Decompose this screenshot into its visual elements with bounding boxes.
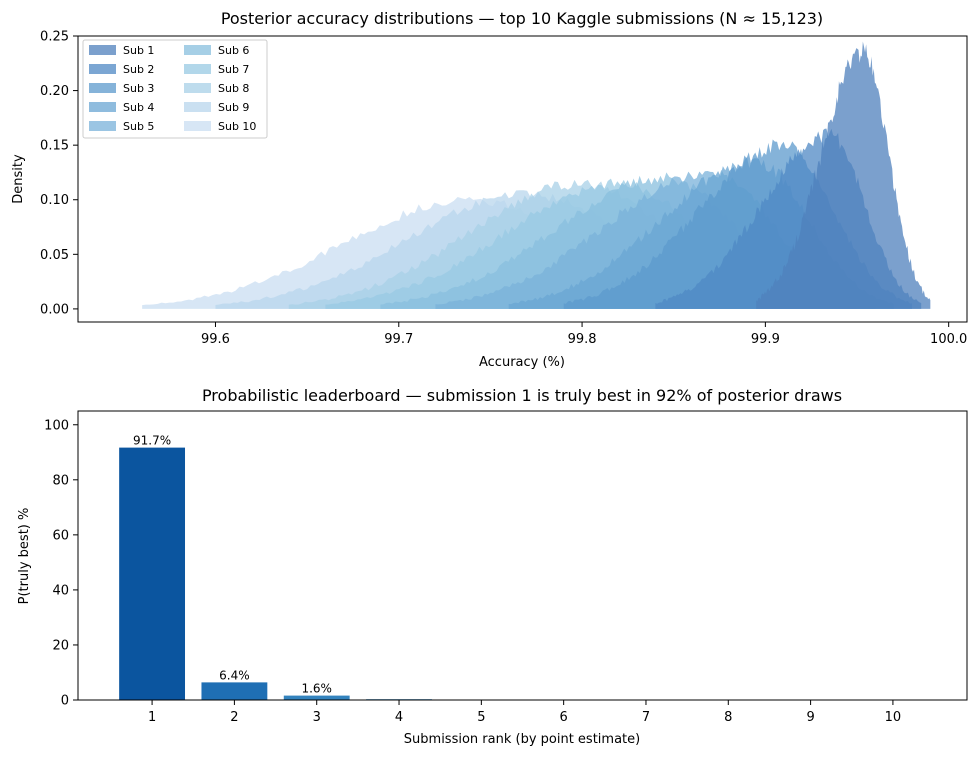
legend-swatch-sub-3 <box>89 83 116 93</box>
leaderboard-chart: Probabilistic leaderboard — submission 1… <box>17 386 968 747</box>
legend-swatch-sub-5 <box>89 121 116 131</box>
density-x-tick-label: 99.6 <box>201 332 230 347</box>
leaderboard-x-axis-label: Submission rank (by point estimate) <box>404 732 640 747</box>
bar-rank-3 <box>283 695 350 700</box>
density-y-tick-label: 0.20 <box>40 84 69 99</box>
bar-rank-2 <box>201 682 268 700</box>
legend-swatch-sub-9 <box>184 102 211 112</box>
density-x-tick-label: 100.0 <box>930 332 967 347</box>
density-y-axis-label: Density <box>11 154 26 204</box>
bar-y-tick-label: 20 <box>52 638 69 653</box>
bar-x-tick-label: 8 <box>724 710 732 725</box>
density-chart-title: Posterior accuracy distributions — top 1… <box>221 9 823 28</box>
density-legend: Sub 1 Sub 2 Sub 3 Sub 4 Sub 5 Sub 6 Sub 7 Sub 8… <box>82 39 268 139</box>
bar-x-tick-label: 9 <box>806 710 814 725</box>
bar-y-tick-label: 0 <box>61 694 69 709</box>
legend-swatch-sub-10 <box>184 121 211 131</box>
bar-x-tick-label: 5 <box>477 710 485 725</box>
density-plot-frame <box>77 35 968 323</box>
density-chart: Posterior accuracy distributions — top 1… <box>11 9 968 370</box>
leaderboard-chart-title: Probabilistic leaderboard — submission 1… <box>202 386 842 405</box>
legend-label-sub-5: Sub 5 <box>123 120 154 133</box>
bar-x-tick-label: 2 <box>230 710 238 725</box>
legend-label-sub-4: Sub 4 <box>123 101 154 114</box>
leaderboard-plot-frame <box>77 410 968 701</box>
density-y-tick-label: 0.05 <box>40 248 69 263</box>
density-x-axis: 99.6 99.7 99.8 99.9 100.0 <box>201 322 967 347</box>
legend-label-sub-2: Sub 2 <box>123 63 154 76</box>
legend-swatch-sub-6 <box>184 45 211 55</box>
bar-rank-1 <box>119 447 186 700</box>
bar-y-tick-label: 80 <box>52 473 69 488</box>
legend-frame <box>82 39 268 139</box>
density-y-tick-label: 0.15 <box>40 139 69 154</box>
legend-label-sub-1: Sub 1 <box>123 44 154 57</box>
legend-label-sub-7: Sub 7 <box>218 63 249 76</box>
bar-x-tick-label: 3 <box>313 710 321 725</box>
density-y-tick-label: 0.10 <box>40 193 69 208</box>
density-areas <box>142 41 931 309</box>
bar-x-tick-label: 10 <box>885 710 902 725</box>
leaderboard-x-axis: 1 2 3 4 5 6 7 8 9 10 <box>148 700 901 725</box>
legend-swatch-sub-4 <box>89 102 116 112</box>
density-y-tick-label: 0.25 <box>40 30 69 45</box>
bar-x-tick-label: 6 <box>560 710 568 725</box>
bar-x-tick-label: 7 <box>642 710 650 725</box>
bar-value-label: 6.4% <box>219 668 250 682</box>
leaderboard-bars: 91.7% 6.4% 1.6% <box>119 434 432 700</box>
bar-y-tick-label: 40 <box>52 583 69 598</box>
legend-swatch-sub-1 <box>89 45 116 55</box>
legend-swatch-sub-2 <box>89 64 116 74</box>
bar-x-tick-label: 4 <box>395 710 403 725</box>
legend-label-sub-9: Sub 9 <box>218 101 249 114</box>
density-x-tick-label: 99.8 <box>568 332 597 347</box>
bar-y-tick-label: 100 <box>44 418 69 433</box>
leaderboard-y-axis: 0 20 40 60 80 100 <box>44 418 78 709</box>
density-x-tick-label: 99.9 <box>751 332 780 347</box>
legend-label-sub-6: Sub 6 <box>218 44 249 57</box>
legend-label-sub-3: Sub 3 <box>123 82 154 95</box>
legend-label-sub-8: Sub 8 <box>218 82 249 95</box>
density-x-tick-label: 99.7 <box>384 332 413 347</box>
bar-value-label: 1.6% <box>301 682 332 696</box>
density-area-sub-1 <box>756 41 931 309</box>
legend-swatch-sub-8 <box>184 83 211 93</box>
density-y-axis: 0.00 0.05 0.10 0.15 0.20 0.25 <box>40 30 78 317</box>
bar-value-label: 91.7% <box>133 434 171 448</box>
density-x-axis-label: Accuracy (%) <box>479 355 565 370</box>
bar-y-tick-label: 60 <box>52 528 69 543</box>
legend-label-sub-10: Sub 10 <box>218 120 256 133</box>
density-y-tick-label: 0.00 <box>40 302 69 317</box>
legend-swatch-sub-7 <box>184 64 211 74</box>
bar-x-tick-label: 1 <box>148 710 156 725</box>
leaderboard-y-axis-label: P(truly best) % <box>17 508 32 605</box>
